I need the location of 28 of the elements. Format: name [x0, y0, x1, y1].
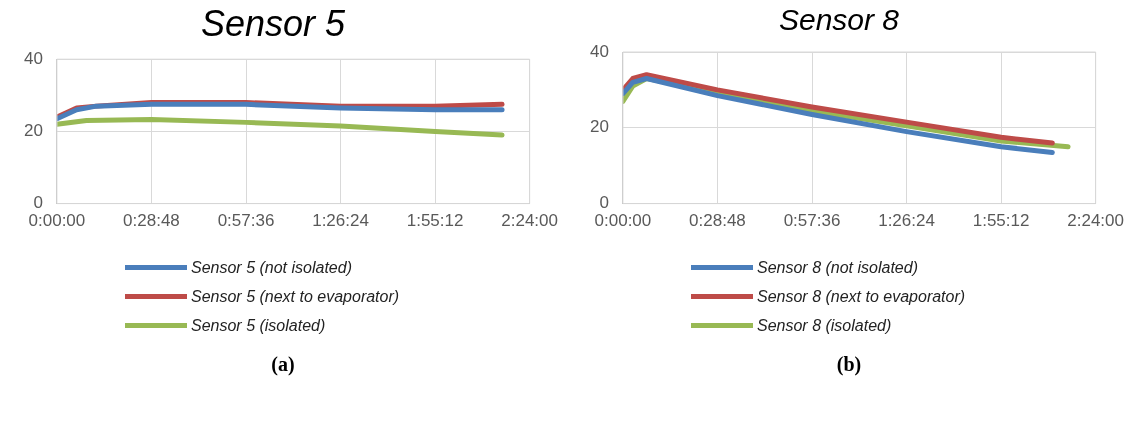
- chart-title: Sensor 5: [200, 2, 347, 44]
- x-tick-label: 1:26:24: [312, 211, 369, 231]
- y-tick-label: 40: [23, 48, 43, 68]
- x-tick-label: 0:00:00: [28, 211, 86, 231]
- y-tick-label: 20: [589, 117, 609, 137]
- legend-label: Sensor 5 (isolated): [191, 316, 326, 335]
- legend-label: Sensor 8 (isolated): [757, 316, 892, 335]
- text: (b): [835, 353, 863, 376]
- legend-label: Sensor 8 (not isolated): [757, 258, 918, 277]
- y-tick-label: 0: [33, 193, 43, 213]
- legend-label: Sensor 5 (next to evaporator): [191, 287, 400, 306]
- x-tick-label: 0:00:00: [594, 211, 652, 231]
- x-tick-label: 2:24:00: [501, 211, 559, 231]
- x-tick-label: 1:26:24: [878, 211, 935, 231]
- x-tick-label: 0:28:48: [123, 211, 180, 231]
- x-tick-label: 1:55:12: [972, 211, 1030, 231]
- y-tick-label: 40: [589, 41, 609, 61]
- legend-label: Sensor 8 (next to evaporator): [757, 287, 966, 306]
- legend-label: Sensor 5 (not isolated): [191, 258, 352, 277]
- y-tick-label: 20: [23, 121, 43, 141]
- x-tick-label: 0:28:48: [689, 211, 746, 231]
- x-tick-label: 1:55:12: [406, 211, 464, 231]
- x-tick-label: 0:57:36: [783, 211, 841, 231]
- x-tick-label: 2:24:00: [1067, 211, 1125, 231]
- y-tick-label: 0: [599, 193, 609, 213]
- chart-title: Sensor 8: [778, 3, 900, 37]
- text: (a): [270, 353, 296, 376]
- x-tick-label: 0:57:36: [217, 211, 275, 231]
